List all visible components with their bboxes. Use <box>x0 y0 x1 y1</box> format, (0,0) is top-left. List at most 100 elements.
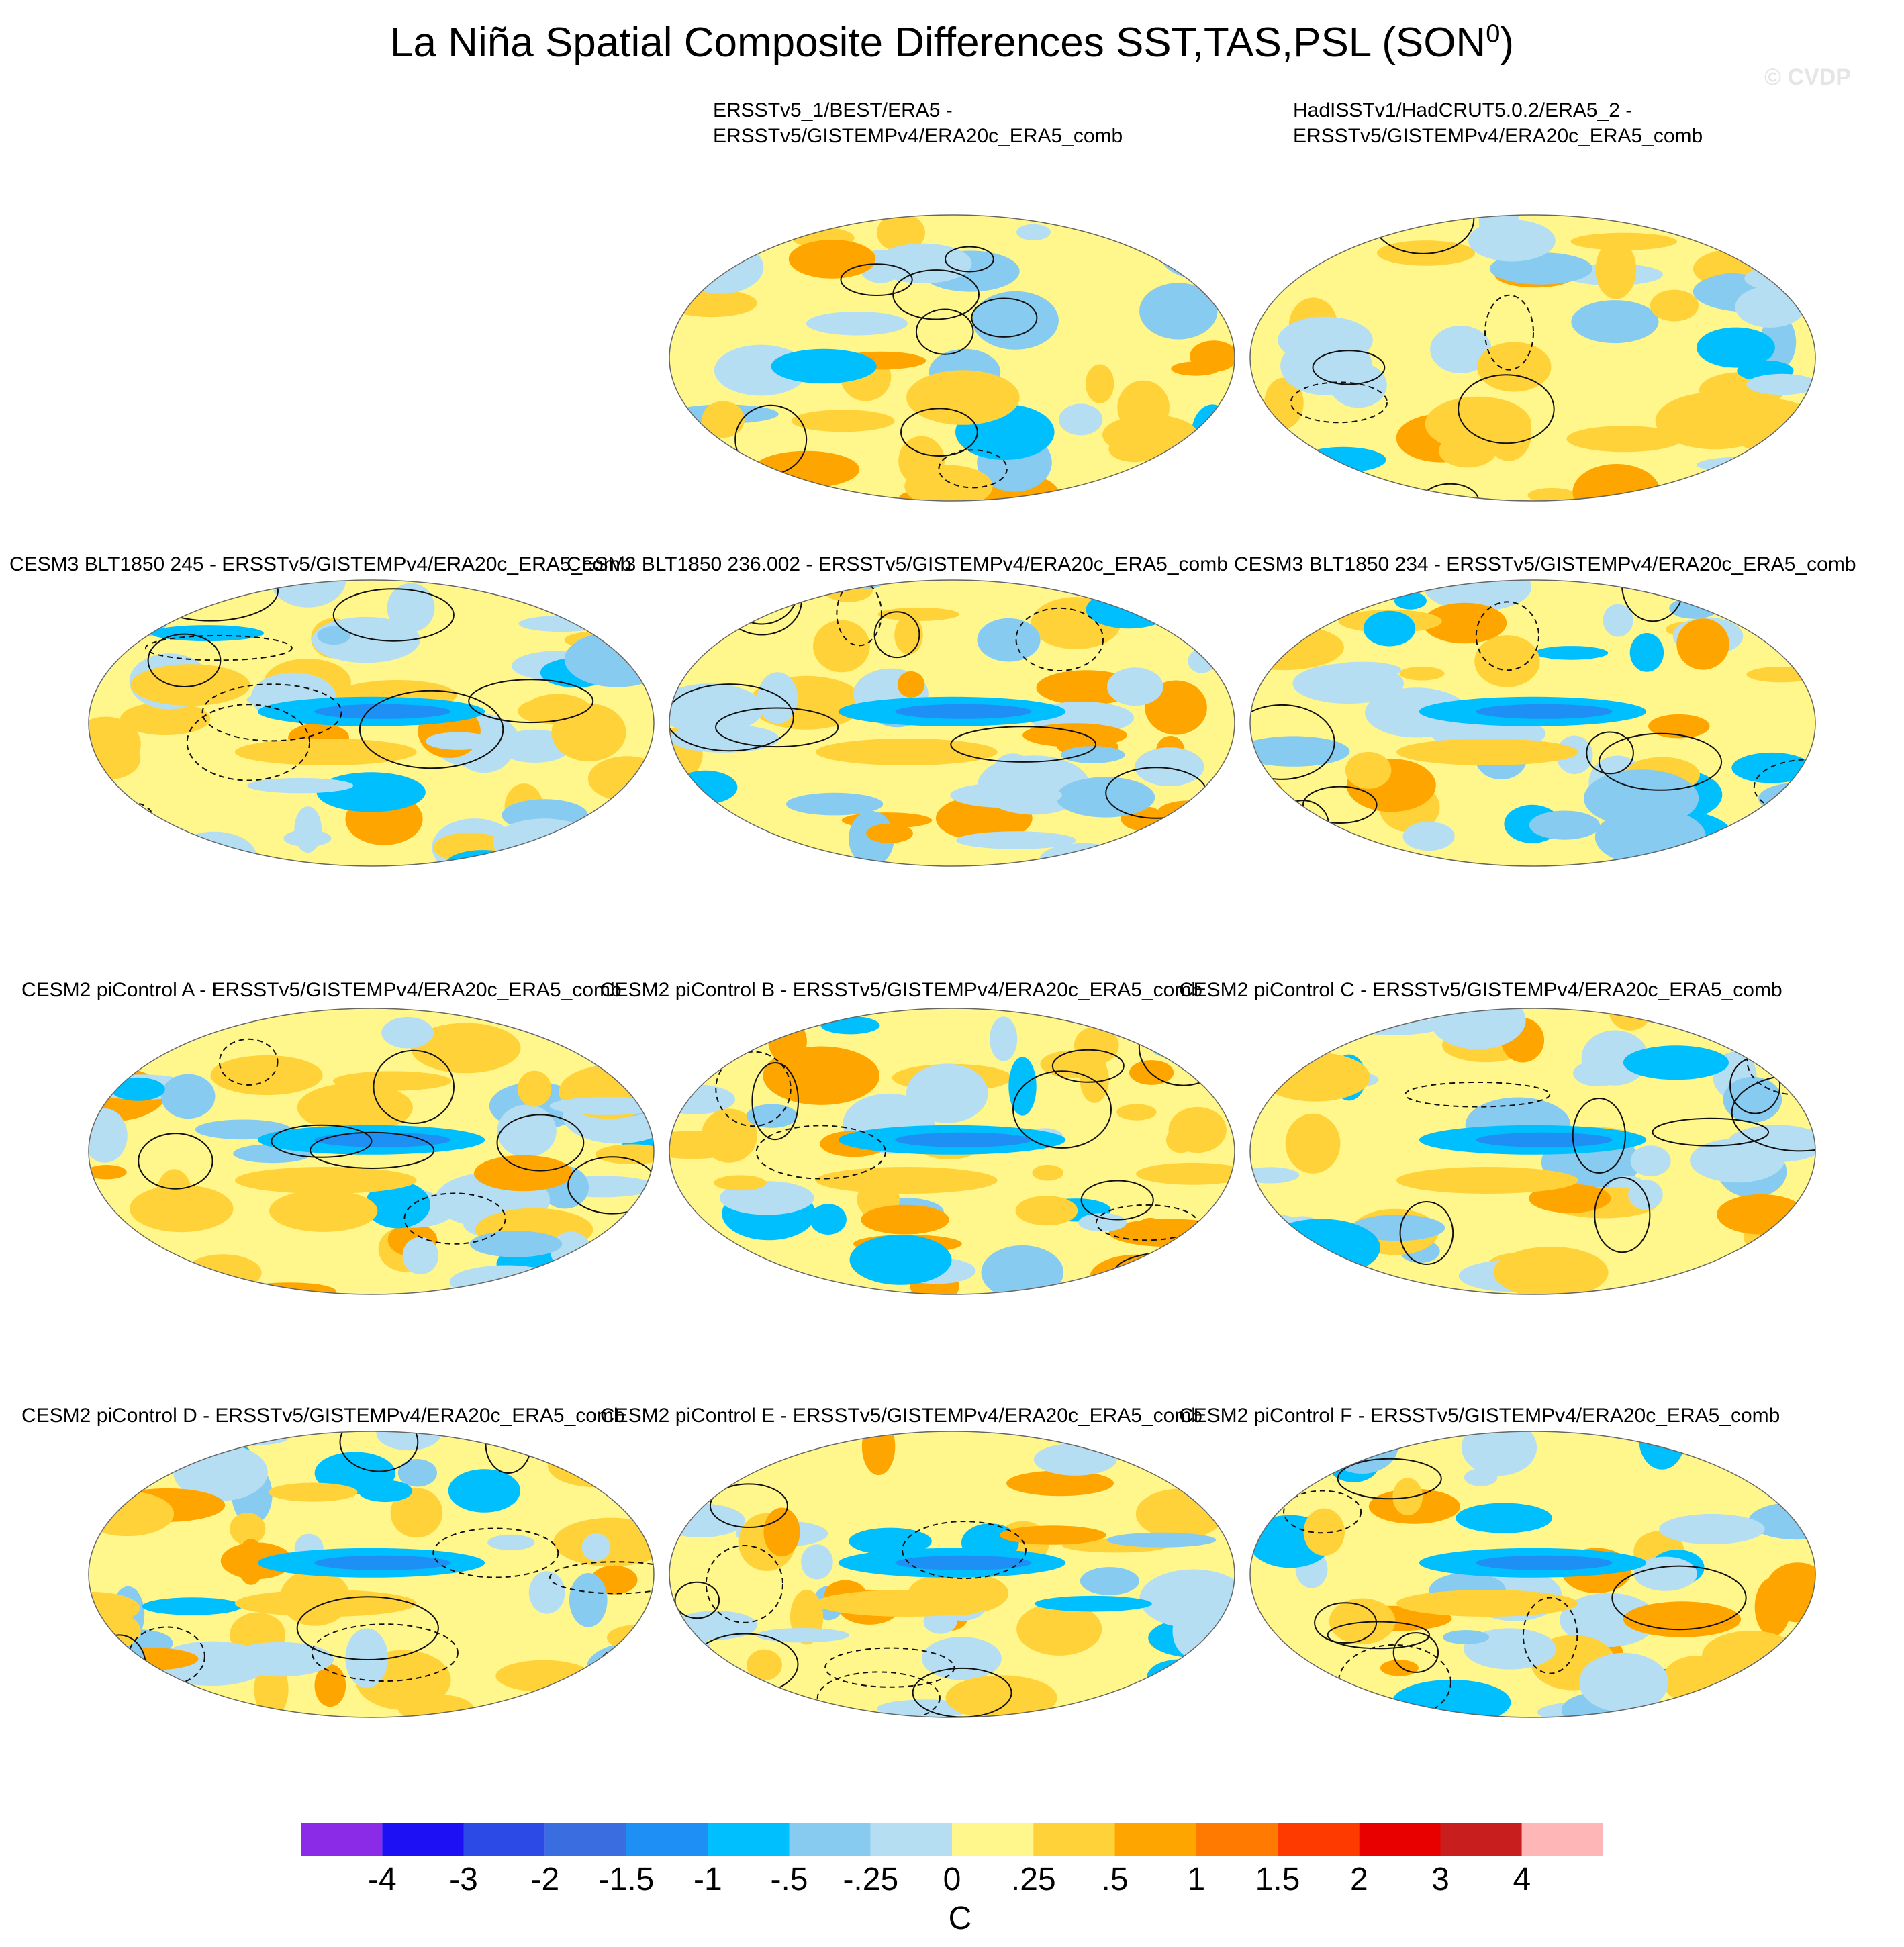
colorbar-tick-label: -2 <box>530 1862 560 1897</box>
anomaly-patch <box>906 370 1020 425</box>
colorbar-box <box>1359 1823 1441 1856</box>
anomaly-patch <box>1735 1008 1815 1060</box>
anomaly-patch <box>553 1517 654 1567</box>
anomaly-patch <box>150 625 264 642</box>
psl-contour <box>1250 832 1300 866</box>
anomaly-patch <box>1560 1593 1658 1647</box>
anomaly-patch <box>89 737 141 780</box>
anomaly-patch <box>549 1096 654 1115</box>
colorbar-tick-label: 3 <box>1431 1862 1449 1897</box>
anomaly-patch <box>1034 1595 1152 1612</box>
anomaly-patch <box>397 1459 437 1487</box>
psl-contour <box>201 683 342 742</box>
anomaly-patch <box>497 1104 557 1157</box>
psl-contour <box>1250 704 1335 780</box>
anomaly-patch <box>1250 460 1279 501</box>
anomaly-patch <box>402 1237 439 1275</box>
anomaly-patch <box>1135 1488 1225 1539</box>
colorbar-tick-label: 1.5 <box>1255 1862 1300 1897</box>
anomaly-patch <box>1750 588 1801 636</box>
anomaly-patch <box>410 1023 521 1074</box>
psl-contour <box>138 1133 213 1190</box>
anomaly-patch <box>269 580 346 608</box>
anomaly-patch <box>704 215 759 235</box>
anomaly-patch <box>89 1607 141 1655</box>
anomaly-patch <box>1456 1503 1552 1533</box>
panel-title: CESM2 piControl A - ERSSTv5/GISTEMPv4/ER… <box>21 978 622 1003</box>
panel-title-line: CESM2 piControl D - ERSSTv5/GISTEMPv4/ER… <box>21 1405 625 1427</box>
psl-contour <box>432 1527 559 1578</box>
anomaly-patch <box>1486 406 1532 461</box>
psl-contour <box>147 633 222 688</box>
map-panel <box>1249 579 1816 867</box>
colorbar-tick-label: 4 <box>1513 1862 1531 1897</box>
anomaly-patch <box>1363 610 1416 647</box>
anomaly-patch <box>701 1108 757 1163</box>
psl-contour <box>1290 381 1388 424</box>
anomaly-patch <box>1136 1162 1235 1185</box>
anomaly-patch <box>757 672 798 724</box>
psl-contour <box>1314 1602 1378 1644</box>
anomaly-patch <box>674 1611 757 1640</box>
psl-contour <box>674 1581 720 1619</box>
anomaly-patch <box>1078 1213 1127 1232</box>
psl-contour <box>186 704 311 781</box>
anomaly-patch <box>1746 373 1815 395</box>
colorbar-box <box>626 1823 708 1856</box>
psl-contour <box>1586 731 1634 775</box>
psl-contour <box>1399 1201 1454 1265</box>
anomaly-patch <box>1755 824 1792 866</box>
map-outline <box>1249 579 1816 867</box>
map-outline <box>669 1008 1235 1295</box>
colorbar-box <box>544 1823 626 1856</box>
cold-tongue-core <box>895 1132 1032 1147</box>
anomaly-patch <box>390 1488 443 1538</box>
anomaly-patch <box>1250 736 1350 767</box>
anomaly-patch <box>1753 820 1809 851</box>
anomaly-patch <box>1015 1196 1078 1226</box>
anomaly-patch <box>1744 265 1815 292</box>
anomaly-patch <box>1171 361 1221 376</box>
anomaly-patch <box>1153 687 1182 728</box>
anomaly-patch <box>1633 1556 1697 1591</box>
anomaly-patch <box>283 829 332 847</box>
anomaly-patch <box>1423 602 1507 644</box>
anomaly-patch <box>1392 1478 1423 1516</box>
anomaly-patch <box>1032 1164 1063 1181</box>
anomaly-patch <box>1300 446 1386 473</box>
psl-contour <box>902 1521 1027 1580</box>
anomaly-patch <box>981 1245 1064 1294</box>
psl-contour <box>1015 607 1104 671</box>
anomaly-patch <box>786 792 884 816</box>
anomaly-patch <box>669 724 779 753</box>
anomaly-patch <box>1056 777 1155 818</box>
psl-contour <box>1114 1251 1227 1293</box>
anomaly-patch <box>1135 747 1204 786</box>
anomaly-patch <box>1464 1468 1498 1486</box>
map-outline <box>1249 1008 1816 1295</box>
psl-contour <box>816 1671 941 1717</box>
anomaly-patch <box>1089 1254 1184 1294</box>
anomaly-patch <box>747 1649 782 1680</box>
anomaly-patch <box>397 1694 474 1717</box>
psl-contour <box>836 580 883 647</box>
anomaly-patch <box>771 348 877 384</box>
anomaly-patch <box>517 1070 552 1107</box>
anomaly-patch <box>1664 580 1707 598</box>
anomaly-patch <box>317 626 351 645</box>
anomaly-patch <box>518 615 604 632</box>
anomaly-patch <box>587 756 654 802</box>
anomaly-patch <box>316 772 426 812</box>
warm-band <box>1396 1167 1578 1194</box>
anomaly-patch <box>788 240 876 279</box>
anomaly-patch <box>1717 242 1784 275</box>
anomaly-patch <box>1374 215 1402 231</box>
anomaly-patch <box>1573 1060 1623 1087</box>
cold-tongue-core <box>1476 1555 1613 1570</box>
anomaly-patch <box>1303 1508 1345 1556</box>
anomaly-patch <box>111 1077 165 1101</box>
colorbar-tick-label: -.5 <box>770 1862 808 1897</box>
colorbar-box <box>382 1823 464 1856</box>
anomaly-patch <box>1172 1603 1218 1659</box>
psl-contour <box>1392 1632 1439 1673</box>
